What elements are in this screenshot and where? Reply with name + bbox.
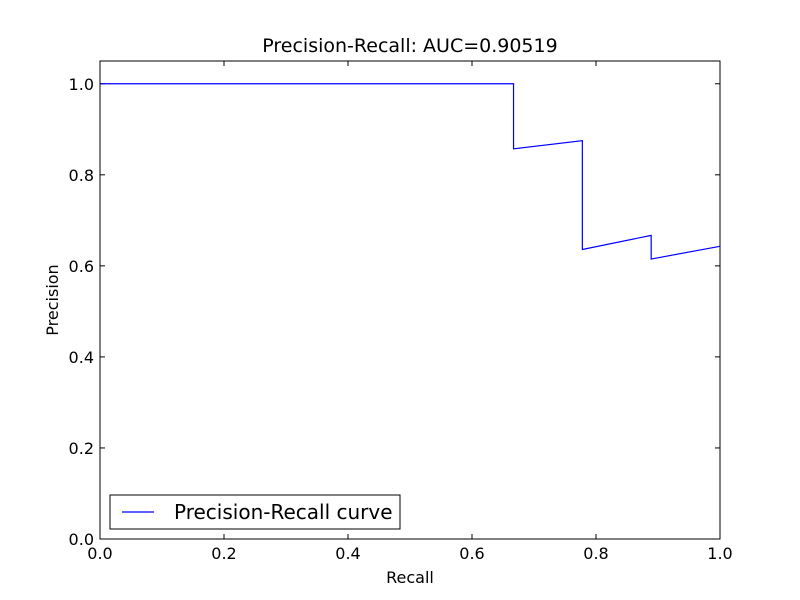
y-tick-label: 0.8	[69, 166, 94, 185]
y-tick-label: 0.2	[69, 439, 94, 458]
y-tick-label: 0.0	[69, 530, 94, 549]
legend-label: Precision-Recall curve	[174, 500, 393, 524]
legend-box	[109, 494, 401, 530]
precision-recall-curve-line	[100, 83, 721, 260]
y-tick-label: 1.0	[69, 75, 94, 94]
x-tick-label: 0.4	[335, 544, 360, 563]
x-tick-label: 1.0	[707, 544, 732, 563]
x-tick-label: 0.8	[583, 544, 608, 563]
x-tick-label: 0.0	[87, 544, 112, 563]
x-tick-label: 0.6	[459, 544, 484, 563]
y-tick-label: 0.4	[69, 348, 94, 367]
y-axis-label: Precision	[43, 264, 62, 335]
plot-area-frame	[99, 60, 721, 540]
y-tick-label: 0.6	[69, 257, 94, 276]
legend: Precision-Recall curve	[109, 494, 401, 530]
series-layer	[100, 83, 721, 260]
chart-title: Precision-Recall: AUC=0.90519	[262, 35, 557, 57]
x-axis-label: Recall	[386, 568, 434, 587]
ticks-layer: 0.0 0.2 0.4 0.6 0.8 1.0 0.0 0.2 0.4 0.6 0.8 1.0	[69, 61, 733, 563]
x-tick-label: 0.2	[211, 544, 236, 563]
